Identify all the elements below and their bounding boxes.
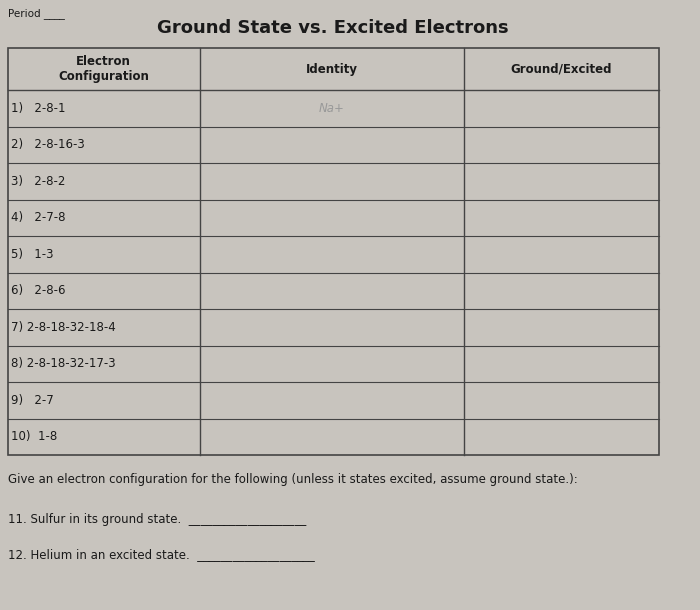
Text: 7) 2-8-18-32-18-4: 7) 2-8-18-32-18-4 [11,321,116,334]
Bar [8,48,659,455]
Text: 2)   2-8-16-3: 2) 2-8-16-3 [11,138,85,151]
Text: 6)   2-8-6: 6) 2-8-6 [11,284,66,297]
Text: Identity: Identity [306,62,358,76]
Text: 8) 2-8-18-32-17-3: 8) 2-8-18-32-17-3 [11,357,116,370]
Text: 9)   2-7: 9) 2-7 [11,393,54,407]
Text: 1)   2-8-1: 1) 2-8-1 [11,102,66,115]
Text: 11. Sulfur in its ground state.  ____________________: 11. Sulfur in its ground state. ________… [8,513,306,526]
Text: 5)   1-3: 5) 1-3 [11,248,54,260]
Text: 3)   2-8-2: 3) 2-8-2 [11,174,66,188]
Text: 12. Helium in an excited state.  ____________________: 12. Helium in an excited state. ________… [8,548,314,561]
Text: Na+: Na+ [318,102,344,115]
Text: Electron
Configuration: Electron Configuration [58,55,149,83]
Text: Ground/Excited: Ground/Excited [510,62,612,76]
Text: Ground State vs. Excited Electrons: Ground State vs. Excited Electrons [158,19,509,37]
Text: Give an electron configuration for the following (unless it states excited, assu: Give an electron configuration for the f… [8,473,578,486]
Text: 10)  1-8: 10) 1-8 [11,430,57,443]
Text: Period ____: Period ____ [8,8,64,19]
Text: 4)   2-7-8: 4) 2-7-8 [11,211,66,224]
